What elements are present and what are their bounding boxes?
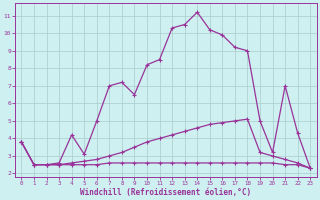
X-axis label: Windchill (Refroidissement éolien,°C): Windchill (Refroidissement éolien,°C) <box>80 188 252 197</box>
